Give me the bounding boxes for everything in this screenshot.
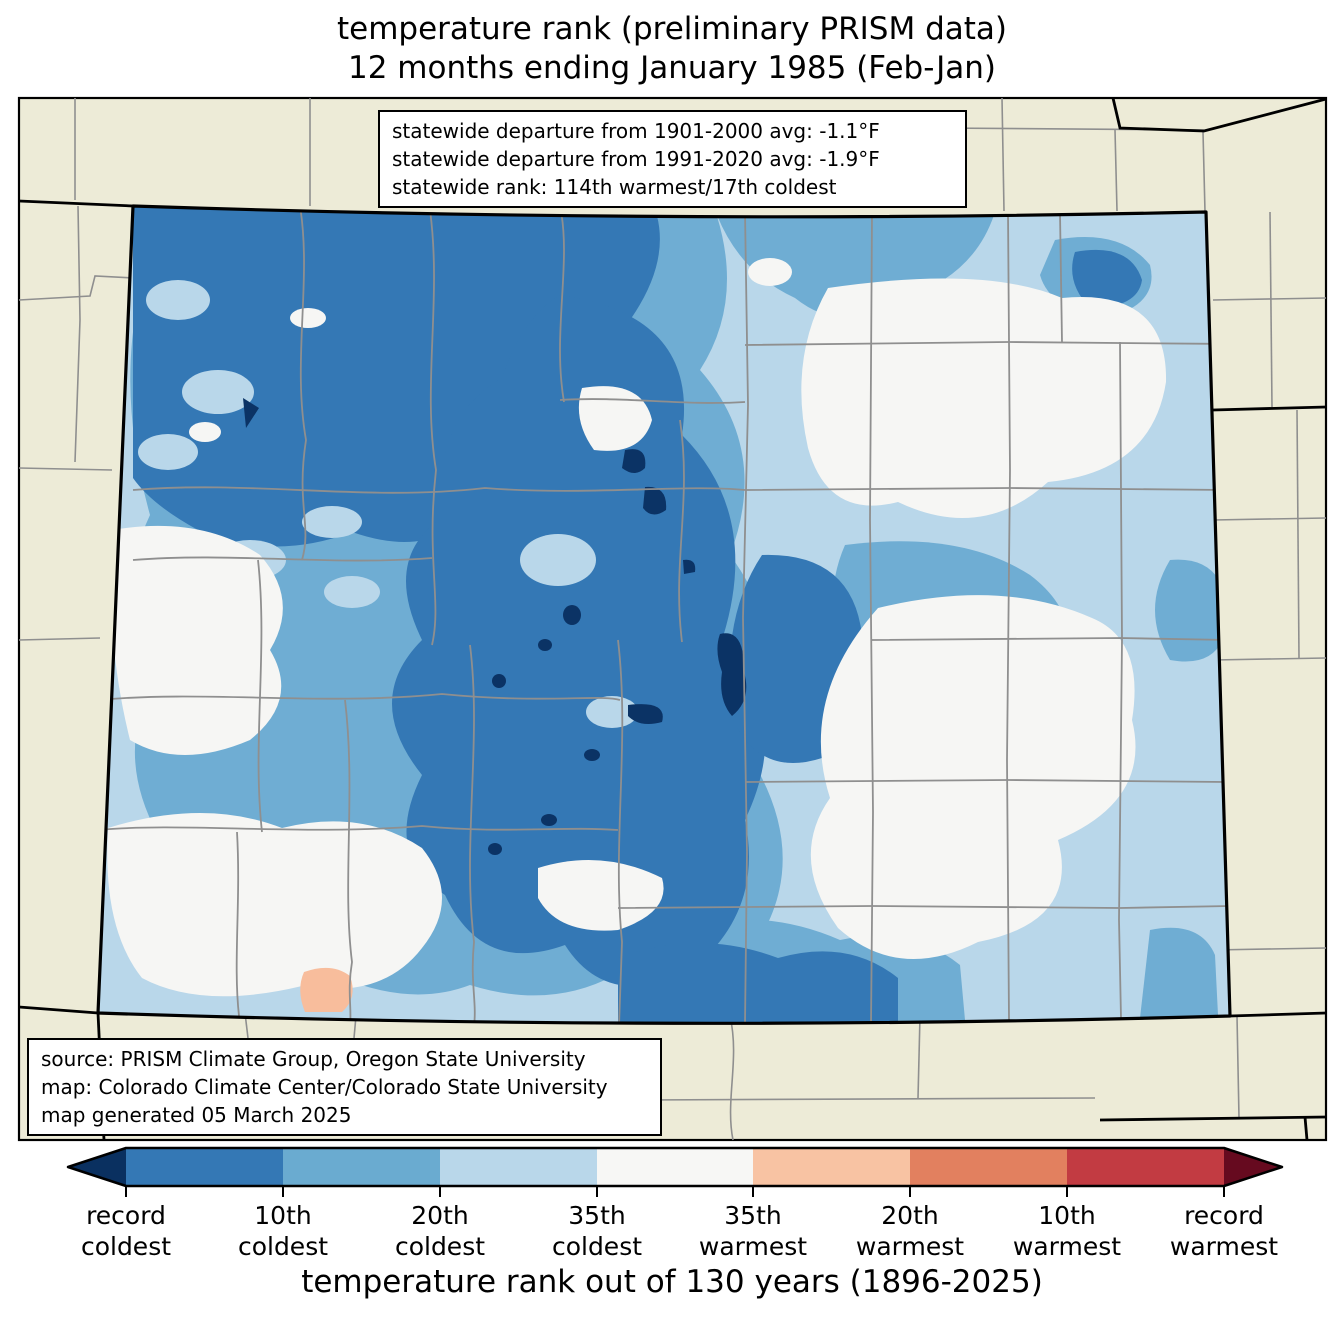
source-box: source: PRISM Climate Group, Oregon Stat… bbox=[27, 1038, 662, 1136]
cb-label-10th-warmest: 10th warmest bbox=[1012, 1201, 1122, 1261]
cb-label-record-warmest: record warmest bbox=[1169, 1201, 1279, 1261]
record-coldest-spots bbox=[243, 398, 747, 855]
colorado-border bbox=[96, 204, 1232, 1025]
source-line-1: source: PRISM Climate Group, Oregon Stat… bbox=[41, 1047, 586, 1071]
source-line-3: map generated 05 March 2025 bbox=[41, 1103, 352, 1127]
neighbor-state-borders bbox=[18, 97, 1327, 1141]
stats-line-2: statewide departure from 1991-2020 avg: … bbox=[392, 147, 880, 171]
neighbor-county-lines bbox=[18, 97, 1327, 1141]
cb-label-20th-warmest: 20th warmest bbox=[855, 1201, 965, 1261]
title-line-1: temperature rank (preliminary PRISM data… bbox=[336, 11, 1007, 47]
colorbar-arrow-right bbox=[1224, 1148, 1282, 1186]
source-line-2: map: Colorado Climate Center/Colorado St… bbox=[41, 1075, 608, 1099]
peach-spot bbox=[300, 967, 353, 1012]
colorbar bbox=[66, 1146, 1284, 1197]
cb-label-35th-warmest: 35th warmest bbox=[698, 1201, 808, 1261]
stats-line-1: statewide departure from 1901-2000 avg: … bbox=[392, 119, 880, 143]
colorbar-ticks bbox=[125, 1186, 1225, 1197]
colorbar-caption: temperature rank out of 130 years (1896-… bbox=[301, 1264, 1043, 1300]
cb-label-20th-coldest: 20th coldest bbox=[394, 1201, 486, 1261]
stats-line-3: statewide rank: 114th warmest/17th colde… bbox=[392, 175, 837, 199]
statewide-stats-box: statewide departure from 1901-2000 avg: … bbox=[378, 110, 967, 208]
cb-label-10th-coldest: 10th coldest bbox=[237, 1201, 329, 1261]
colorado-contours bbox=[98, 206, 1230, 1024]
figure-title: temperature rank (preliminary PRISM data… bbox=[0, 10, 1344, 88]
title-line-2: 12 months ending January 1985 (Feb-Jan) bbox=[347, 50, 996, 86]
cb-label-35th-coldest: 35th coldest bbox=[551, 1201, 643, 1261]
colorbar-arrow-left bbox=[68, 1148, 126, 1186]
county-lines bbox=[98, 206, 1230, 1024]
cb-label-record-coldest: record coldest bbox=[80, 1201, 172, 1261]
